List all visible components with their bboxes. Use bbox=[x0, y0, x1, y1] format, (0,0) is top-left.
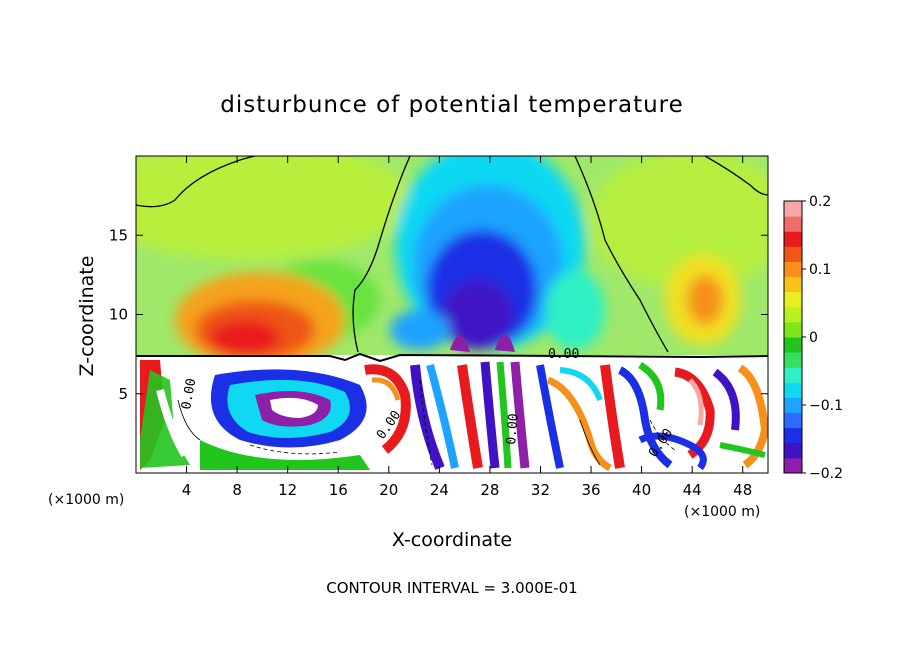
colorbar-tick-label: 0 bbox=[809, 330, 818, 346]
colorbar-tick-label: 0.1 bbox=[809, 262, 831, 278]
contour-interval-footer: CONTOUR INTERVAL = 3.000E-01 bbox=[326, 579, 577, 597]
x-tick-label: 36 bbox=[581, 481, 600, 499]
colorbar-swatch bbox=[784, 246, 802, 262]
y-tick-label: 10 bbox=[109, 306, 128, 324]
x-tick-label: 40 bbox=[632, 481, 651, 499]
x-tick-label: 4 bbox=[182, 481, 192, 499]
colorbar-swatch bbox=[784, 397, 802, 414]
y-axis-label: Z-coordinate bbox=[76, 256, 98, 377]
plot-area: 0.00 0.00 0.00 0.00 0.00 bbox=[136, 156, 768, 473]
colorbar-swatch bbox=[784, 382, 802, 398]
chart-title: disturbunce of potential temperature bbox=[220, 92, 684, 118]
colorbar-swatch bbox=[784, 216, 802, 232]
x-unit-right: (×1000 m) bbox=[684, 504, 760, 520]
zero-contour-cold-right bbox=[574, 156, 669, 353]
contour-label: 0.00 bbox=[179, 377, 199, 410]
colorbar-swatch bbox=[784, 321, 802, 338]
y-tick-label: 15 bbox=[109, 226, 128, 244]
x-tick-label: 24 bbox=[430, 481, 449, 499]
colorbar-swatch bbox=[784, 352, 802, 368]
colorbar: 0.2 0.1 0 −0.1 −0.2 bbox=[784, 194, 843, 482]
x-tick-label: 20 bbox=[379, 481, 398, 499]
boundary-top-contour bbox=[136, 352, 768, 363]
x-tick-label: 48 bbox=[733, 481, 752, 499]
colorbar-swatch bbox=[784, 291, 802, 308]
colorbar-swatch bbox=[784, 231, 802, 247]
zero-contour-left bbox=[136, 156, 256, 208]
x-axis: 4 8 12 16 20 24 28 32 36 40 44 48 bbox=[182, 156, 752, 499]
colorbar-swatch bbox=[784, 276, 802, 293]
colorbar-swatch bbox=[784, 261, 802, 278]
colorbar-tick-label: −0.2 bbox=[809, 466, 843, 482]
contour-label: 0.00 bbox=[504, 413, 522, 446]
y-axis: 5 10 15 bbox=[109, 226, 768, 403]
y-tick-label: 5 bbox=[118, 385, 128, 403]
x-tick-label: 12 bbox=[278, 481, 297, 499]
colorbar-swatch bbox=[784, 201, 802, 217]
colorbar-swatch bbox=[784, 427, 802, 444]
x-tick-label: 32 bbox=[531, 481, 550, 499]
x-tick-label: 16 bbox=[329, 481, 348, 499]
colorbar-swatch bbox=[784, 337, 802, 353]
colorbar-swatch bbox=[784, 306, 802, 323]
x-tick-label: 28 bbox=[480, 481, 499, 499]
colorbar-tick-label: −0.1 bbox=[809, 398, 843, 414]
zero-contour-right bbox=[704, 156, 768, 196]
colorbar-swatch bbox=[784, 442, 802, 459]
x-tick-label: 44 bbox=[683, 481, 702, 499]
colorbar-swatch bbox=[784, 412, 802, 429]
colorbar-swatch bbox=[784, 367, 802, 383]
x-tick-label: 8 bbox=[232, 481, 242, 499]
contour-label: 0.00 bbox=[548, 347, 579, 362]
boundary-layer bbox=[140, 360, 768, 472]
colorbar-tick-label: 0.2 bbox=[809, 194, 831, 210]
x-unit-left: (×1000 m) bbox=[48, 492, 124, 508]
zero-contour-cold-left bbox=[352, 156, 411, 353]
colorbar-swatch bbox=[784, 457, 802, 474]
x-axis-label: X-coordinate bbox=[392, 529, 512, 551]
